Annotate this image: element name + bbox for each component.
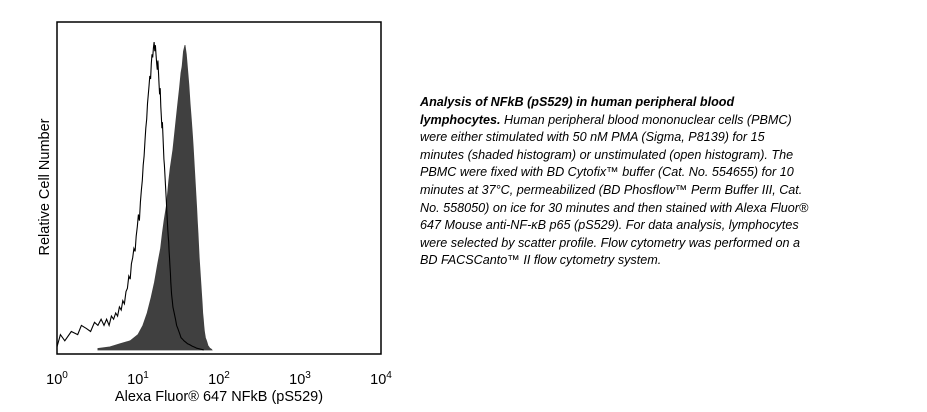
x-tick-label: 100 (46, 370, 68, 388)
plot-frame (56, 21, 382, 355)
x-tick-label: 104 (370, 370, 392, 388)
caption-body: Human peripheral blood mononuclear cells… (420, 112, 809, 268)
unstimulated-histogram-open (57, 41, 204, 351)
x-tick-label: 103 (289, 370, 311, 388)
x-tick-label: 101 (127, 370, 149, 388)
figure-caption: Analysis of NFkB (pS529) in human periph… (420, 94, 810, 270)
caption-title: Analysis of NFkB (pS529) in human periph… (420, 95, 735, 127)
x-axis-label: Alexa Fluor® 647 NFkB (pS529) (115, 389, 323, 405)
stimulated-histogram-shaded (97, 45, 213, 351)
y-axis-label: Relative Cell Number (37, 118, 53, 255)
x-tick-label: 102 (208, 370, 230, 388)
